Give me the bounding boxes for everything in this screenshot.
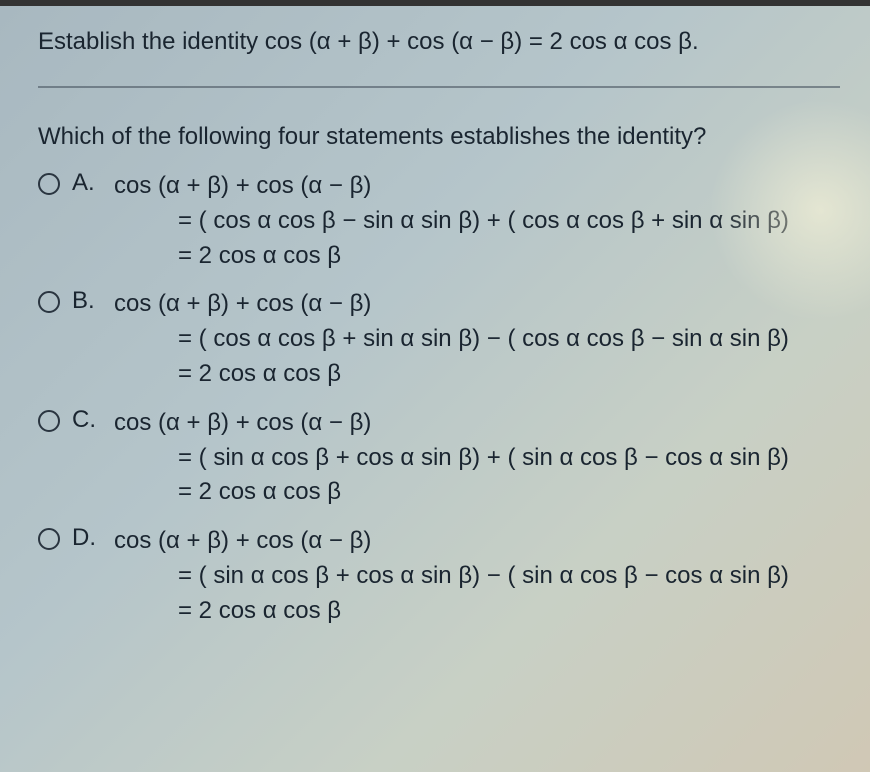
option-c-line1: cos (α + β) + cos (α − β) (114, 406, 789, 441)
option-letter-b: B. (72, 287, 100, 315)
option-body-d: cos (α + β) + cos (α − β) = ( sin α cos … (114, 524, 789, 628)
option-b-line2: = ( cos α cos β + sin α sin β) − ( cos α… (114, 322, 789, 357)
option-a-line2: = ( cos α cos β − sin α sin β) + ( cos α… (114, 204, 789, 239)
prompt-text: Establish the identity cos (α + β) + cos… (38, 28, 870, 56)
option-letter-d: D. (72, 524, 100, 552)
question-content: Establish the identity cos (α + β) + cos… (0, 0, 870, 629)
radio-a[interactable] (38, 173, 60, 195)
option-b-line1: cos (α + β) + cos (α − β) (114, 287, 789, 322)
option-c[interactable]: C. cos (α + β) + cos (α − β) = ( sin α c… (38, 406, 870, 510)
radio-b[interactable] (38, 291, 60, 313)
option-c-line2: = ( sin α cos β + cos α sin β) + ( sin α… (114, 441, 789, 476)
option-d-line3: = 2 cos α cos β (114, 594, 789, 629)
option-a[interactable]: A. cos (α + β) + cos (α − β) = ( cos α c… (38, 169, 870, 273)
option-body-c: cos (α + β) + cos (α − β) = ( sin α cos … (114, 406, 789, 510)
option-c-line3: = 2 cos α cos β (114, 475, 789, 510)
option-d-line2: = ( sin α cos β + cos α sin β) − ( sin α… (114, 559, 789, 594)
top-border (0, 0, 870, 6)
divider (38, 86, 840, 88)
option-body-a: cos (α + β) + cos (α − β) = ( cos α cos … (114, 169, 789, 273)
option-b-line3: = 2 cos α cos β (114, 357, 789, 392)
option-a-line1: cos (α + β) + cos (α − β) (114, 169, 789, 204)
radio-d[interactable] (38, 528, 60, 550)
question-text: Which of the following four statements e… (38, 123, 870, 151)
option-d[interactable]: D. cos (α + β) + cos (α − β) = ( sin α c… (38, 524, 870, 628)
option-a-line3: = 2 cos α cos β (114, 239, 789, 274)
option-d-line1: cos (α + β) + cos (α − β) (114, 524, 789, 559)
option-letter-c: C. (72, 406, 100, 434)
option-letter-a: A. (72, 169, 100, 197)
radio-c[interactable] (38, 410, 60, 432)
option-b[interactable]: B. cos (α + β) + cos (α − β) = ( cos α c… (38, 287, 870, 391)
option-body-b: cos (α + β) + cos (α − β) = ( cos α cos … (114, 287, 789, 391)
